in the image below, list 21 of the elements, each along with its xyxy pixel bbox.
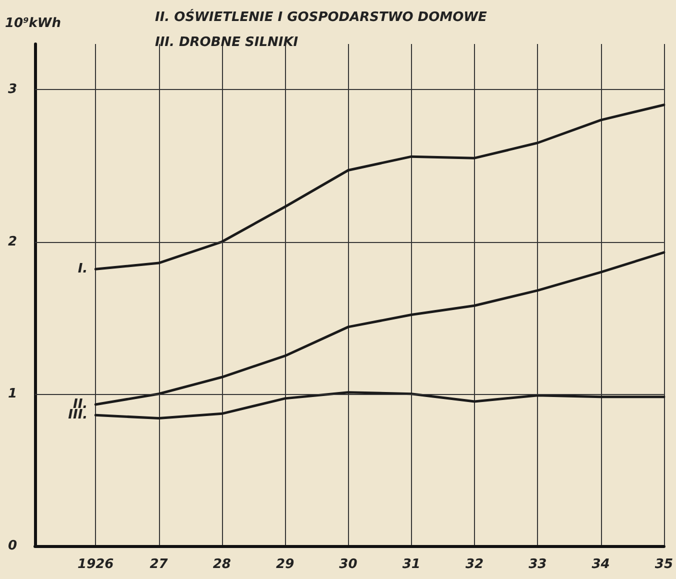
x-tick-label: 33 xyxy=(528,557,547,572)
y-tick-label: 1 xyxy=(8,386,17,402)
x-tick-label: 31 xyxy=(402,557,420,572)
y-tick-label: 2 xyxy=(8,234,17,250)
y-tick-label: 0 xyxy=(8,538,17,554)
x-tick-label: 1926 xyxy=(78,557,114,572)
x-tick-label: 28 xyxy=(212,557,231,572)
line-series xyxy=(94,251,666,406)
x-tick-label: 35 xyxy=(654,557,673,572)
x-tick-label: 29 xyxy=(276,557,294,572)
y-axis-title: 10⁹kWh xyxy=(5,16,62,31)
chart-subtitle: III. DROBNE SILNIKI xyxy=(155,35,298,50)
line-series xyxy=(94,104,666,270)
x-tick-label: 34 xyxy=(592,557,610,572)
x-tick-label: 32 xyxy=(465,557,484,572)
x-tick-label: 30 xyxy=(339,557,358,572)
x-tick-label: 27 xyxy=(150,557,169,572)
y-tick-label: 3 xyxy=(8,82,17,98)
line-series xyxy=(94,391,666,420)
series-label: I. xyxy=(78,262,88,277)
chart-title: II. OŚWIETLENIE I GOSPODARSTWO DOMOWE xyxy=(155,8,487,25)
